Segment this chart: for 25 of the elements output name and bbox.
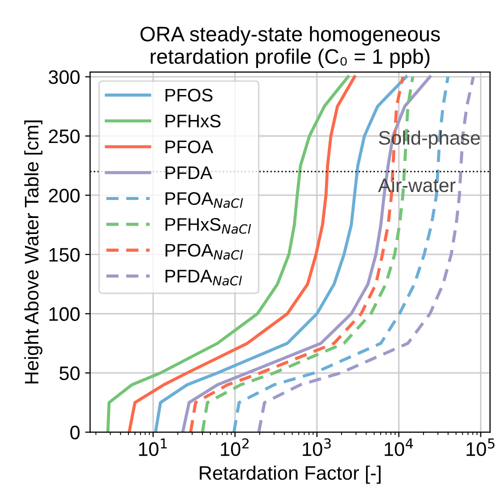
legend-label: PFDA [166, 166, 212, 179]
x-tick-label: 10$^{5}$ [466, 438, 494, 456]
annotation: Solid-phase [378, 130, 480, 149]
annotation: Air-water [378, 178, 456, 192]
chart-title: ORA steady-state homogeneous retardation profile (C₀ = 1 ppb) [140, 26, 440, 68]
legend-label: PFDA$_{NaCl}$ [166, 270, 242, 286]
y-tick-label: 50 [60, 366, 80, 380]
x-tick-label: 10$^{2}$ [220, 438, 249, 456]
legend-label: PFOA [166, 140, 214, 154]
y-tick-label: 0 [70, 426, 80, 440]
legend-label: PFHxS$_{NaCl}$ [166, 218, 251, 234]
legend-label: PFOA$_{NaCl}$ [166, 192, 243, 208]
y-tick-label: 300 [48, 70, 80, 84]
y-tick-label: 100 [49, 307, 80, 321]
legend-label: PFOS [166, 88, 212, 102]
x-tick-label: 10$^{4}$ [384, 438, 413, 456]
x-tick-label: 10$^{1}$ [139, 438, 167, 456]
legend-label: PFHxS [166, 114, 220, 128]
y-tick-label: 200 [48, 188, 80, 202]
x-axis-title: Retardation Factor [-] [200, 466, 381, 484]
y-axis-title: Height Above Water Table [cm] [24, 120, 42, 384]
legend-label: PFOA$_{NaCl}$ [166, 244, 243, 260]
y-tick-label: 250 [48, 129, 80, 144]
y-tick-label: 150 [49, 248, 80, 262]
x-tick-label: 10$^{3}$ [302, 438, 331, 456]
